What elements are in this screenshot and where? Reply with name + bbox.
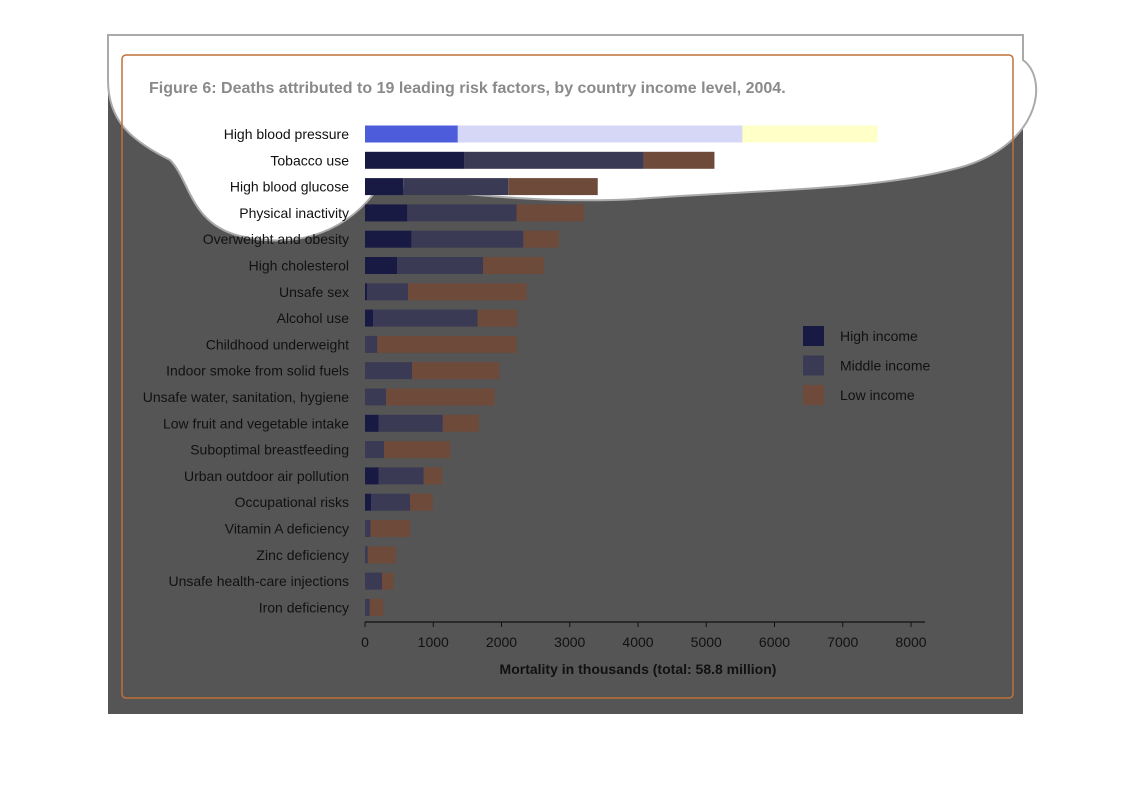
bar-segment (365, 520, 371, 537)
bar-segment (523, 230, 559, 248)
category-label: High blood pressure (224, 126, 350, 142)
x-tick-label: 7000 (827, 634, 858, 650)
bar-segment (367, 283, 408, 301)
bar-segment (365, 309, 374, 327)
category-label: Overweight and obesity (203, 231, 349, 247)
category-label: Unsafe sex (279, 284, 349, 300)
category-label: Urban outdoor air pollution (184, 468, 349, 484)
category-label: Alcohol use (277, 310, 350, 326)
category-label: High cholesterol (249, 258, 349, 274)
bar-segment (365, 178, 404, 196)
bar-segment (365, 125, 458, 143)
bar-segment (516, 204, 585, 222)
category-label: Low fruit and vegetable intake (163, 415, 349, 431)
legend: High income Middle income Low income (803, 326, 930, 405)
bar-segment (477, 309, 518, 327)
category-label: Tobacco use (270, 152, 349, 168)
legend-label: Low income (840, 387, 915, 403)
category-label: Suboptimal breastfeeding (190, 442, 349, 458)
bar-segment (369, 598, 384, 616)
legend-swatch (803, 385, 824, 405)
bar-segment (411, 230, 524, 248)
x-tick-label: 6000 (759, 634, 790, 650)
x-tick-label: 3000 (554, 634, 585, 650)
bar-segment (423, 467, 443, 485)
category-label: Zinc deficiency (256, 547, 349, 563)
bar-segment (365, 493, 372, 511)
bar-segment (365, 257, 398, 274)
x-tick-label: 5000 (691, 634, 722, 650)
category-label: High blood glucose (230, 179, 349, 195)
bar-segment (365, 335, 378, 353)
bar-segment (457, 125, 743, 143)
legend-label: Middle income (840, 358, 930, 374)
bar-segment (508, 178, 598, 196)
legend-swatch (803, 326, 824, 346)
x-tick-label: 4000 (622, 634, 653, 650)
category-label: Vitamin A deficiency (225, 521, 349, 537)
bar-segment (365, 572, 383, 590)
category-label: Indoor smoke from solid fuels (166, 363, 349, 379)
bar-segment (407, 283, 527, 301)
legend-swatch (803, 355, 824, 376)
bar-segment (365, 151, 465, 169)
bar-segment (365, 388, 387, 406)
x-tick-label: 0 (361, 634, 369, 650)
bar-segment (365, 362, 413, 380)
x-tick-label: 8000 (895, 634, 926, 650)
category-labels: High blood pressure Tobacco use High blood… (143, 126, 349, 615)
bar-segment (373, 309, 478, 327)
bar-segment (410, 493, 433, 511)
bar-segment (378, 414, 443, 432)
bar-segment (365, 414, 379, 432)
bar-segment (384, 441, 451, 459)
bar-segment (365, 441, 385, 459)
bar-segment (365, 546, 368, 564)
figure-title: Figure 6: Deaths attributed to 19 leadin… (149, 80, 786, 97)
bar-segment (643, 151, 715, 169)
bar-segment (371, 493, 411, 511)
category-label: Unsafe water, sanitation, hygiene (143, 389, 349, 405)
bar-segment (365, 283, 368, 301)
bar-segment (365, 467, 379, 485)
bar-segment (442, 414, 479, 432)
x-axis-title: Mortality in thousands (total: 58.8 mill… (500, 661, 777, 677)
bars-layer (365, 125, 878, 616)
legend-label: High income (840, 328, 918, 344)
bar-segment (403, 178, 509, 196)
category-label: Unsafe health-care injections (168, 573, 349, 589)
chart-frame (121, 54, 1014, 699)
category-label: Childhood underweight (206, 336, 349, 352)
category-label: Occupational risks (235, 494, 349, 510)
bar-segment (382, 572, 394, 590)
x-axis: 0 1000 2000 3000 4000 5000 6000 7000 8000 (361, 621, 927, 650)
category-label: Physical inactivity (239, 205, 349, 221)
bar-segment (464, 151, 644, 169)
bar-segment (365, 204, 408, 222)
bar-segment (365, 598, 370, 616)
bar-segment (742, 125, 878, 143)
bar-segment (378, 467, 424, 485)
bar-segment (370, 520, 411, 537)
bar-segment (412, 362, 500, 380)
bar-segment (483, 257, 544, 274)
bar-segment (407, 204, 517, 222)
bar-segment (386, 388, 495, 406)
x-tick-label: 2000 (486, 634, 517, 650)
x-tick-label: 1000 (418, 634, 449, 650)
bar-segment (397, 257, 484, 274)
bar-segment (365, 230, 412, 248)
bar-segment (367, 546, 396, 564)
category-label: Iron deficiency (259, 599, 349, 615)
bar-segment (377, 335, 517, 353)
